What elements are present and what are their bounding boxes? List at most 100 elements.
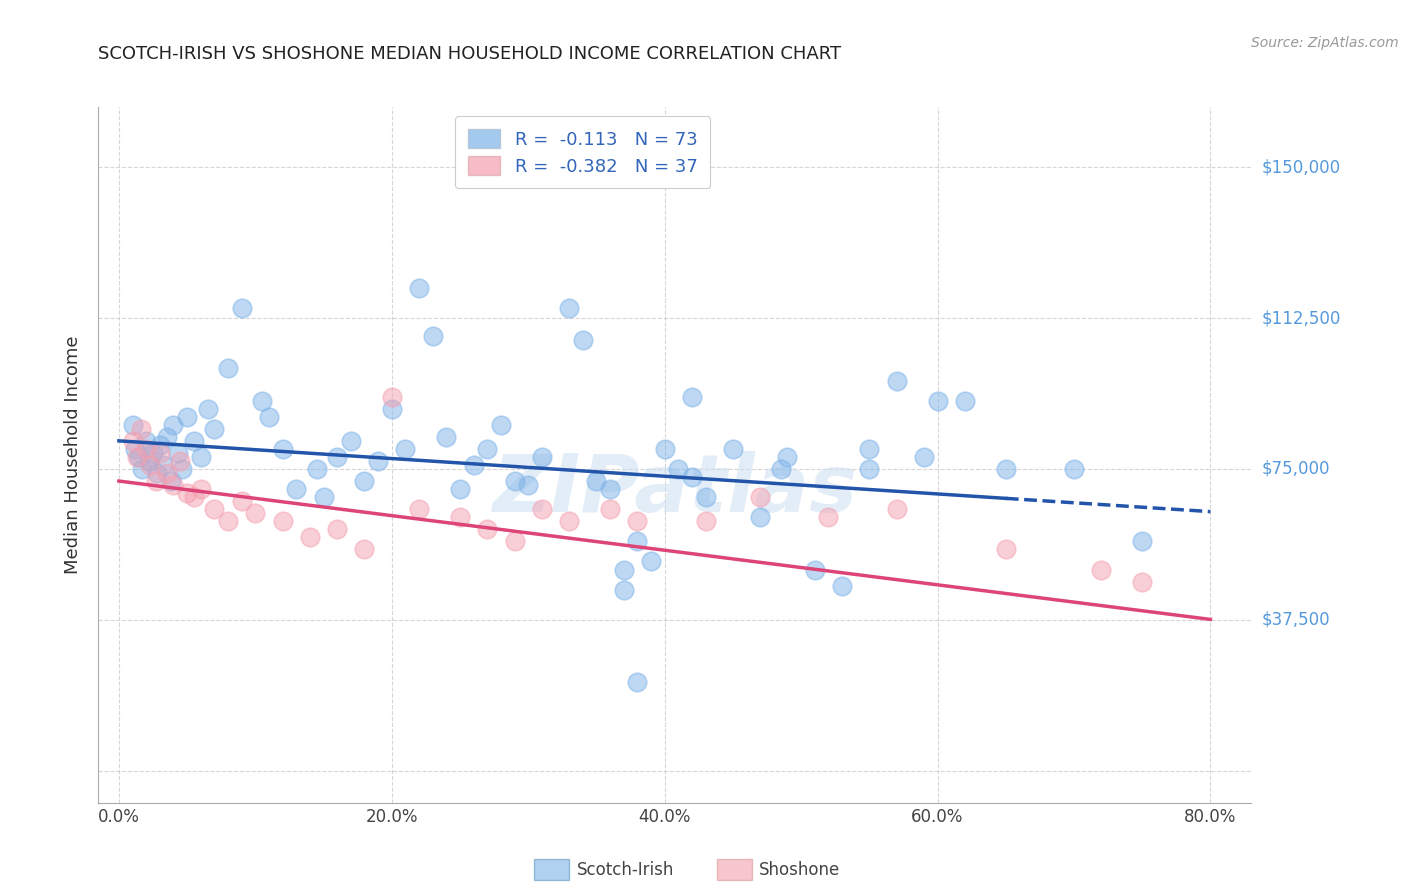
Point (169, 454, 191, 468)
Point (183, 434, 205, 448)
Point (217, 514, 239, 528)
Point (681, 470, 703, 484)
Point (503, 474, 526, 488)
Point (166, 446, 188, 460)
Point (183, 490, 205, 504)
Point (298, 530, 321, 544)
Point (271, 514, 294, 528)
Point (1090, 562, 1112, 576)
Point (381, 401, 404, 416)
Point (817, 510, 839, 524)
Text: $150,000: $150,000 (1261, 159, 1340, 177)
Point (190, 450, 212, 464)
Point (695, 490, 717, 504)
Point (654, 442, 676, 456)
Point (312, 490, 335, 504)
Point (145, 474, 167, 488)
Point (571, 334, 593, 348)
Text: ZIPatlas: ZIPatlas (492, 450, 858, 529)
Point (250, 393, 273, 408)
Point (1130, 574, 1153, 589)
Point (381, 390, 404, 404)
Point (367, 454, 389, 468)
Point (994, 462, 1017, 476)
Point (558, 301, 581, 315)
Text: $75,000: $75,000 (1261, 460, 1330, 478)
Point (449, 482, 471, 496)
Point (886, 502, 908, 516)
Point (1063, 462, 1085, 476)
Point (477, 442, 499, 456)
Point (776, 450, 799, 464)
Point (305, 462, 328, 476)
Point (585, 474, 607, 488)
Point (640, 554, 662, 568)
Point (408, 502, 430, 516)
Point (190, 482, 212, 496)
Point (156, 430, 179, 444)
Point (326, 522, 349, 536)
Legend: R =  -0.113   N = 73, R =  -0.382   N = 37: R = -0.113 N = 73, R = -0.382 N = 37 (456, 116, 710, 188)
Point (463, 458, 485, 472)
Point (285, 482, 308, 496)
Point (613, 562, 636, 576)
Point (217, 361, 239, 376)
Point (434, 430, 457, 444)
Point (125, 450, 148, 464)
Point (135, 442, 157, 456)
Point (666, 462, 689, 476)
Point (121, 434, 143, 448)
Point (231, 494, 253, 508)
Point (340, 434, 363, 448)
Text: Scotch-Irish: Scotch-Irish (576, 861, 673, 879)
Point (197, 401, 219, 416)
Point (129, 422, 152, 436)
Point (769, 462, 792, 476)
Point (599, 502, 621, 516)
Point (202, 502, 225, 516)
Text: $112,500: $112,500 (1261, 310, 1340, 327)
Point (503, 534, 526, 549)
Point (994, 542, 1017, 557)
Point (721, 442, 744, 456)
Y-axis label: Median Household Income: Median Household Income (65, 335, 83, 574)
Point (152, 458, 174, 472)
Point (139, 458, 162, 472)
Point (162, 478, 184, 492)
Text: Source: ZipAtlas.com: Source: ZipAtlas.com (1251, 36, 1399, 50)
Point (394, 442, 416, 456)
Point (558, 514, 581, 528)
Point (626, 534, 648, 549)
Point (927, 393, 949, 408)
Point (142, 446, 165, 460)
Point (138, 454, 160, 468)
Point (121, 417, 143, 432)
Point (599, 482, 621, 496)
Point (202, 422, 225, 436)
Point (353, 542, 375, 557)
Point (695, 514, 717, 528)
Point (231, 301, 253, 315)
Point (477, 522, 499, 536)
Point (517, 478, 540, 492)
Point (626, 675, 648, 690)
Point (953, 393, 976, 408)
Point (831, 579, 853, 593)
Text: SCOTCH-IRISH VS SHOSHONE MEDIAN HOUSEHOLD INCOME CORRELATION CHART: SCOTCH-IRISH VS SHOSHONE MEDIAN HOUSEHOL… (98, 45, 842, 62)
Point (613, 582, 636, 597)
Point (626, 514, 648, 528)
Point (858, 442, 880, 456)
Point (124, 442, 146, 456)
Point (128, 450, 150, 464)
Point (530, 450, 553, 464)
Point (681, 390, 703, 404)
Point (271, 442, 294, 456)
Point (162, 417, 184, 432)
Point (149, 446, 172, 460)
Point (353, 474, 375, 488)
Point (176, 409, 198, 424)
Point (749, 490, 772, 504)
Point (749, 510, 772, 524)
Text: $37,500: $37,500 (1261, 611, 1330, 629)
Point (326, 450, 349, 464)
